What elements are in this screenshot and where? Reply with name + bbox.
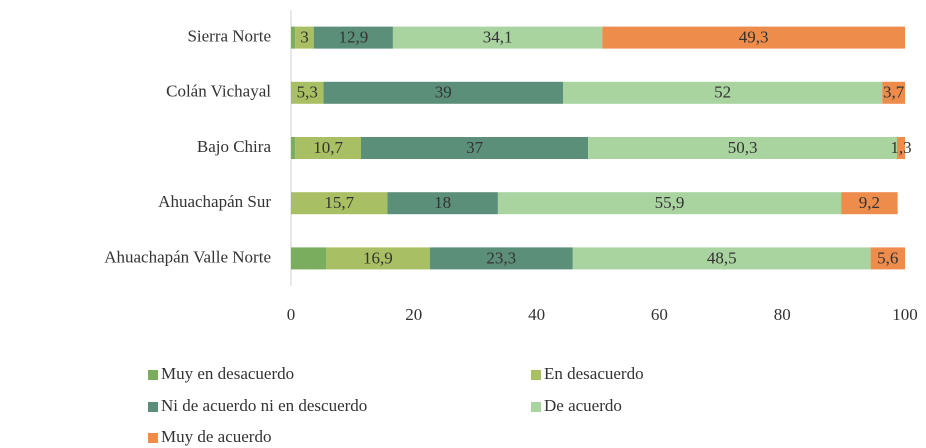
data-label: 49,3 [739,28,769,47]
bar-segment [588,137,898,159]
bar-segment [387,192,498,215]
data-label: 23,3 [486,248,516,267]
y-tick-label: Ahuachapán Valle Norte [104,247,271,266]
bar-segment [497,192,842,215]
data-label: 10,7 [313,138,343,157]
data-label: 52 [714,83,731,102]
data-label: 18 [434,193,451,212]
legend-label: Muy de acuerdo [161,427,271,446]
y-tick-label: Ahuachapán Sur [158,192,271,211]
bar-segment [841,192,898,215]
legend-swatch [148,370,158,380]
x-tick-label: 20 [405,305,422,324]
bar-segment [291,26,296,49]
data-label: 9,2 [859,193,880,212]
legend-label: Muy en desacuerdo [161,364,294,383]
bar-segment [291,137,296,159]
bar-segment [563,81,883,104]
bar-segment [392,26,603,49]
legend-label: Ni de acuerdo ni en descuerdo [161,396,367,415]
data-label: 39 [435,83,452,102]
bar-segment [572,247,871,270]
x-tick-label: 40 [528,305,545,324]
data-label: 1,3 [890,138,911,157]
y-tick-label: Bajo Chira [197,137,272,156]
data-label: 16,9 [363,248,393,267]
legend-label: De acuerdo [544,396,622,415]
legend-label: En desacuerdo [544,364,644,383]
legend-swatch [148,433,158,443]
bar-segment [360,137,589,159]
bar-segment [291,192,388,215]
data-label: 5,3 [297,83,318,102]
bar-segment [897,137,905,159]
data-label: 48,5 [707,248,737,267]
bar-segment [291,81,324,104]
bar-segment [313,26,393,49]
bar-segment [325,247,430,270]
bar-segment [295,26,314,49]
x-tick-label: 80 [774,305,791,324]
x-tick-label: 60 [651,305,668,324]
bar-segment [323,81,564,104]
bar-segment [291,247,326,270]
data-label: 3 [300,28,309,47]
bar-segment [882,81,905,104]
data-label: 12,9 [338,28,368,47]
bar-segment [602,26,905,49]
y-tick-label: Sierra Norte [187,27,271,46]
legend-swatch [148,402,158,412]
bar-segment [870,247,905,270]
data-label: 3,7 [883,83,905,102]
data-label: 55,9 [655,193,685,212]
bar-segment [295,137,361,159]
bar-segment [429,247,573,270]
x-tick-label: 0 [287,305,296,324]
data-label: 15,7 [324,193,354,212]
data-label: 37 [466,138,484,157]
legend-swatch [531,402,541,412]
data-label: 34,1 [483,28,513,47]
x-tick-label: 100 [892,305,918,324]
legend-swatch [531,370,541,380]
y-tick-label: Colán Vichayal [166,82,271,101]
data-label: 5,6 [877,248,898,267]
data-label: 50,3 [728,138,758,157]
